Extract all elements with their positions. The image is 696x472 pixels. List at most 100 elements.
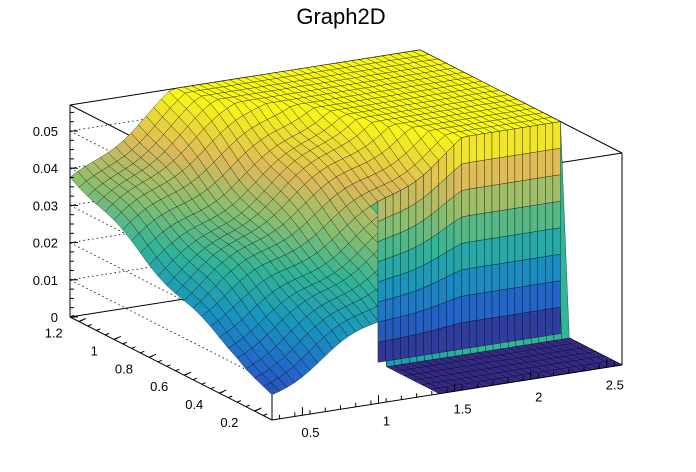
surface-wall-cell [476, 186, 485, 215]
surface-wall-cell [392, 316, 401, 340]
surface-wall-cell [514, 153, 523, 183]
surface-wall-cell [392, 337, 401, 361]
surface-wall-cell [484, 264, 493, 293]
surface-wall-cell [537, 282, 546, 311]
z-tick-label: 0.05 [33, 124, 58, 139]
surface-wall-cell [469, 293, 477, 322]
surface-wall-cell [408, 224, 417, 251]
surface-wall-cell [453, 243, 462, 274]
surface-wall-cell [461, 188, 470, 218]
y-minor-tick [201, 382, 206, 385]
surface-wall-cell [392, 211, 401, 236]
y-minor-tick [245, 404, 250, 408]
surface-wall-cell [491, 316, 500, 345]
surface-wall-cell [431, 280, 439, 308]
surface-wall-cell [469, 134, 477, 163]
surface-wall-cell [415, 287, 424, 313]
surface-wall-cell [545, 202, 554, 231]
surface-wall-cell [552, 121, 561, 150]
surface-wall-cell [438, 301, 447, 329]
y-minor-tick [78, 319, 83, 322]
surface-wall-cell [522, 152, 531, 181]
surface-wall-cell [415, 242, 424, 269]
frame-edge-front [69, 316, 273, 421]
surface-wall-cell [377, 340, 386, 363]
surface-wall-cell [438, 276, 447, 305]
surface-wall-cell [522, 179, 531, 208]
x-tick-label: 2.5 [606, 377, 624, 392]
y-minor-tick [175, 368, 180, 372]
surface-wall-cell [469, 214, 477, 243]
surface-wall-cell [377, 279, 386, 303]
surface-wall-cell [469, 240, 477, 269]
surface-wall-cell [545, 255, 554, 284]
surface-wall-cell [385, 276, 394, 301]
surface-wall-cell [545, 228, 554, 257]
y-minor-tick [122, 341, 127, 345]
surface-wall-cell [522, 232, 531, 261]
surface-wall-cell [400, 228, 409, 254]
surface-wall-cell [377, 299, 386, 323]
surface-wall-cell [529, 204, 538, 233]
grid-line-z-left-1 [69, 279, 273, 384]
y-tick-label: 0.8 [115, 361, 133, 376]
surface-wall-cell [514, 180, 523, 209]
surface-wall-cell [408, 268, 417, 294]
surface-wall-cell [476, 159, 485, 189]
surface-wall-cell [499, 262, 508, 291]
surface-wall-cell [499, 209, 508, 238]
y-minor-tick [96, 328, 101, 331]
y-tick-label: 0.2 [220, 415, 238, 430]
surface-wall-cell [499, 129, 508, 158]
surface-wall-cell [491, 236, 500, 266]
y-minor-tick [166, 364, 171, 367]
surface-wall-cell [431, 328, 439, 355]
surface-wall-cell [484, 291, 493, 320]
surface-wall-cell [469, 320, 477, 349]
y-tick-label: 1.2 [45, 326, 63, 341]
surface-wall-cell [522, 258, 531, 287]
surface-wall-cell [469, 187, 477, 216]
surface-wall-cell [514, 127, 523, 156]
surface-wall-cell [514, 286, 523, 315]
surface-wall-cell [491, 130, 500, 160]
surface-wall-cell [438, 251, 447, 281]
surface-wall-cell [423, 307, 432, 333]
surface-wall-cell [529, 230, 538, 260]
surface-wall-cell [499, 182, 508, 211]
surface-wall-cell [507, 208, 516, 237]
surface-wall-cell [415, 309, 424, 335]
grid-line-z-left-2 [69, 242, 273, 346]
surface-wall-cell [537, 123, 546, 152]
surface-wall-cell [514, 259, 523, 289]
surface-wall-cell [408, 312, 417, 337]
surface-wall-cell [522, 205, 531, 234]
chart-title: Graph2D [296, 4, 385, 29]
surface-wall-cell [552, 200, 561, 230]
surface-wall-cell [499, 235, 508, 264]
surface-wall-cell [385, 318, 394, 341]
surface-wall-cell [377, 258, 386, 283]
z-tick-label: 0.04 [33, 161, 58, 176]
surface-wall-cell [529, 177, 538, 207]
surface-wall-cell [529, 310, 538, 339]
surface-wall-cell [507, 314, 516, 343]
surface-wall-cell [552, 253, 561, 283]
surface-wall-cell [552, 306, 561, 336]
surface-wall-cell [392, 253, 401, 278]
surface-wall-cell [415, 332, 424, 357]
surface-wall-cell [529, 151, 538, 180]
surface-wall-cell [514, 233, 523, 262]
surface-wall-cell [385, 256, 394, 280]
surface-wall-cell [453, 216, 462, 248]
y-minor-tick [113, 337, 119, 340]
surface-wall-cell [491, 210, 500, 239]
surface-wall-cell [507, 261, 516, 290]
x-tick-label: 2 [535, 389, 542, 404]
x-tick-label: 0.5 [301, 425, 319, 440]
surface-wall-cell [499, 315, 508, 344]
surface-wall-cell [491, 289, 500, 319]
surface-wall-cell [537, 203, 546, 232]
surface-wall-cell [446, 298, 455, 327]
surface-wall-cell [476, 239, 485, 268]
